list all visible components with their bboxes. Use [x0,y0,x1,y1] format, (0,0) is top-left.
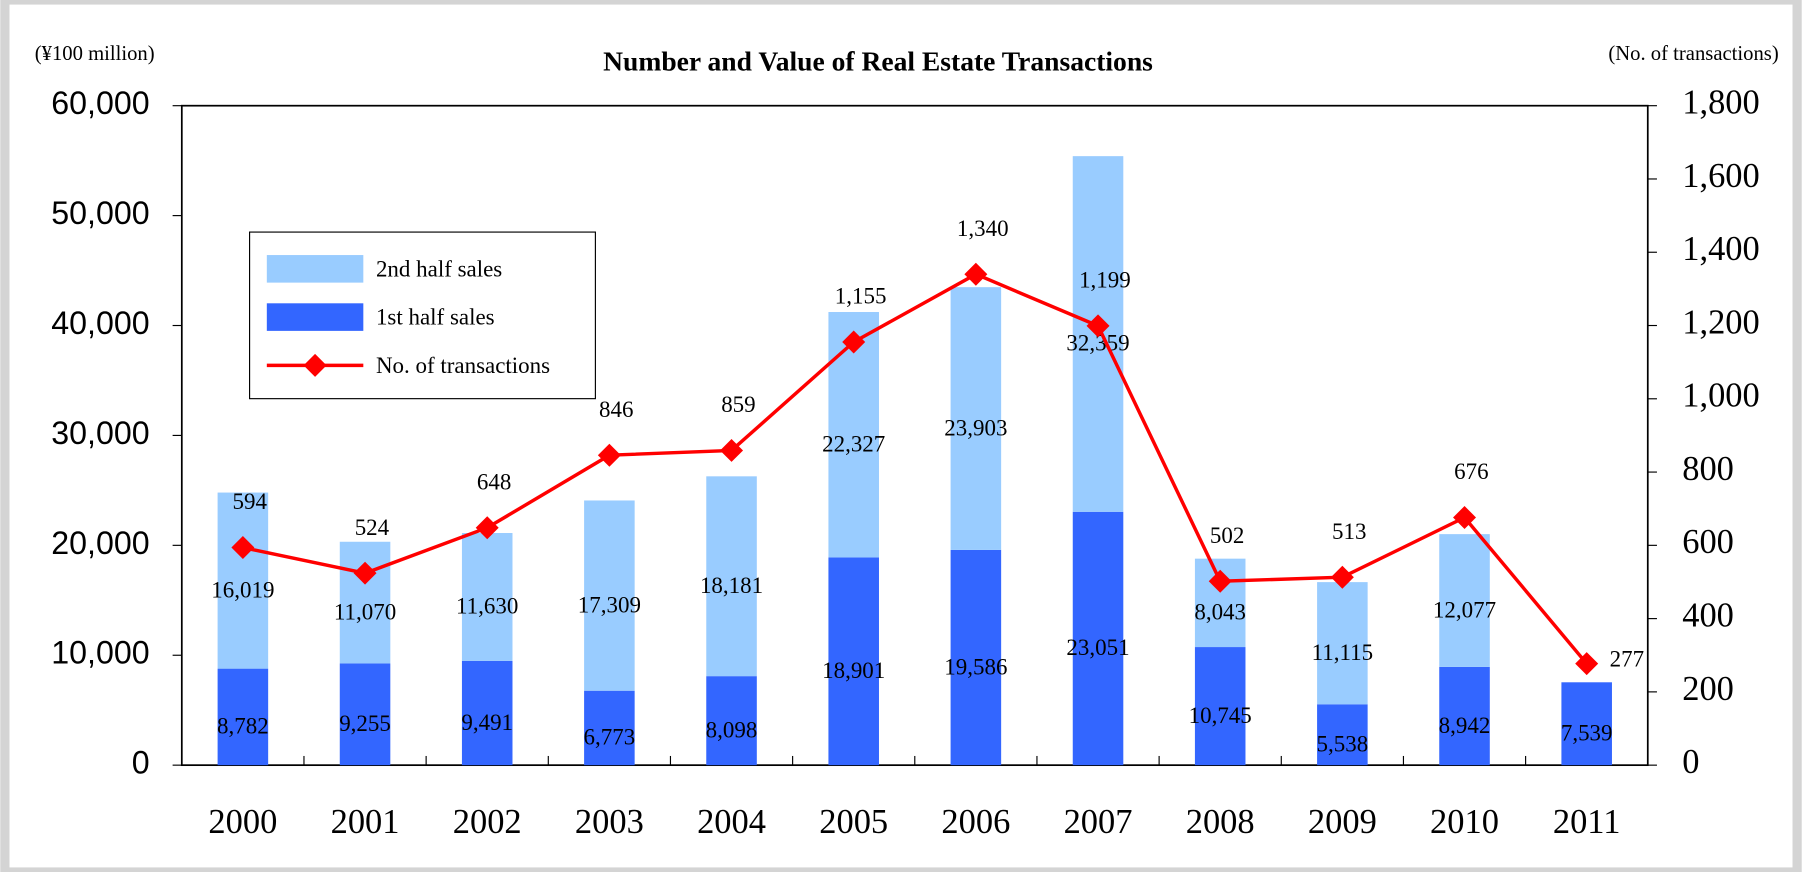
bar-value-label: 8,782 [217,714,269,739]
x-tick-label: 2000 [208,803,277,841]
line-value-label: 648 [477,469,511,494]
bar-value-label: 17,309 [578,592,641,617]
bar [1439,666,1490,766]
bar-value-label: 6,773 [584,725,636,750]
bar [706,676,757,766]
y2-tick-label: 1,000 [1682,377,1760,415]
legend-label: 2nd half sales [376,256,502,281]
bar [339,663,391,766]
y2-tick-label: 200 [1682,670,1734,708]
y-axis-label: (¥100 million) [35,43,155,65]
bar [828,557,879,766]
bar-value-label: 11,630 [456,594,518,619]
bar-value-label: 23,051 [1066,635,1129,660]
x-tick-label: 2001 [331,803,400,841]
y-tick-label: 10,000 [51,635,149,671]
bar-value-label: 18,181 [700,573,763,598]
x-tick-label: 2003 [575,803,644,841]
line-value-label: 1,340 [957,216,1009,241]
bar-value-label: 18,901 [822,658,885,683]
y-tick-label: 40,000 [51,305,149,341]
line-value-label: 277 [1610,647,1644,672]
x-tick-label: 2006 [941,803,1010,841]
bar [1439,534,1490,667]
bar [1317,582,1368,705]
bar [1072,511,1124,766]
bar [461,660,513,766]
x-tick-label: 2011 [1553,803,1621,841]
bar [950,287,1002,550]
line-value-label: 594 [233,489,268,514]
y2-tick-label: 600 [1682,523,1734,561]
line-value-label: 524 [355,515,390,540]
legend-label: No. of transactions [376,353,550,378]
bar-value-label: 12,077 [1433,597,1496,622]
line-value-label: 1,155 [835,284,887,309]
bar [584,690,635,766]
bar-value-label: 8,942 [1439,713,1491,738]
bar-value-label: 8,043 [1194,600,1246,625]
bar [1194,647,1246,766]
bar [950,549,1002,766]
bar-value-label: 8,098 [706,717,758,742]
y2-tick-label: 1,400 [1682,230,1760,268]
bar-value-label: 19,586 [944,654,1007,679]
y-tick-label: 30,000 [51,415,149,451]
bar [1317,704,1368,766]
line-value-label: 1,199 [1079,267,1131,292]
y2-tick-label: 400 [1682,597,1734,635]
y-tick-label: 50,000 [51,195,149,231]
bar [706,476,757,677]
line-value-label: 676 [1454,459,1488,484]
line-value-label: 846 [599,397,633,422]
bar [217,668,269,766]
bar-value-label: 22,327 [822,431,885,456]
bar-value-label: 23,903 [944,415,1007,440]
chart-title: Number and Value of Real Estate Transact… [603,46,1153,77]
line-value-label: 513 [1332,519,1366,544]
y2-tick-label: 1,200 [1682,303,1760,341]
y-tick-label: 60,000 [51,85,149,121]
line-marker [231,536,255,560]
y-tick-label: 20,000 [51,525,149,561]
background [9,4,1793,868]
bar-value-label: 9,255 [339,711,391,736]
bar-value-label: 11,115 [1312,640,1373,665]
y-tick-label: 0 [132,745,150,781]
y2-tick-label: 1,600 [1682,157,1760,195]
legend-swatch [266,303,364,331]
line [242,272,1589,665]
x-tick-label: 2008 [1186,803,1255,841]
bar [584,500,635,691]
line-marker [353,561,377,585]
x-tick-label: 2002 [453,803,522,841]
bar-value-label: 7,539 [1561,720,1613,745]
line-marker [1086,314,1110,338]
bar-value-label: 11,070 [334,599,396,624]
x-tick-label: 2005 [819,803,888,841]
bar [461,533,513,661]
x-tick-label: 2007 [1064,803,1133,841]
line-value-label: 502 [1210,523,1244,548]
y2-tick-label: 0 [1682,743,1699,781]
bar [1561,682,1612,766]
bar-value-label: 10,745 [1189,703,1252,728]
x-tick-label: 2004 [697,803,766,841]
bar-value-label: 16,019 [211,577,274,602]
bar [217,492,269,669]
y2-tick-label: 1,800 [1682,84,1760,122]
legend-swatch [266,255,364,283]
x-tick-label: 2009 [1308,803,1377,841]
y2-axis-label: (No. of transactions) [1608,43,1778,65]
legend-label: 1st half sales [376,305,495,330]
y2-tick-label: 800 [1682,450,1734,488]
line-marker [597,443,621,467]
bar-value-label: 9,491 [461,710,513,735]
line-value-label: 859 [721,392,755,417]
x-tick-label: 2010 [1430,803,1499,841]
bar-value-label: 5,538 [1317,731,1369,756]
